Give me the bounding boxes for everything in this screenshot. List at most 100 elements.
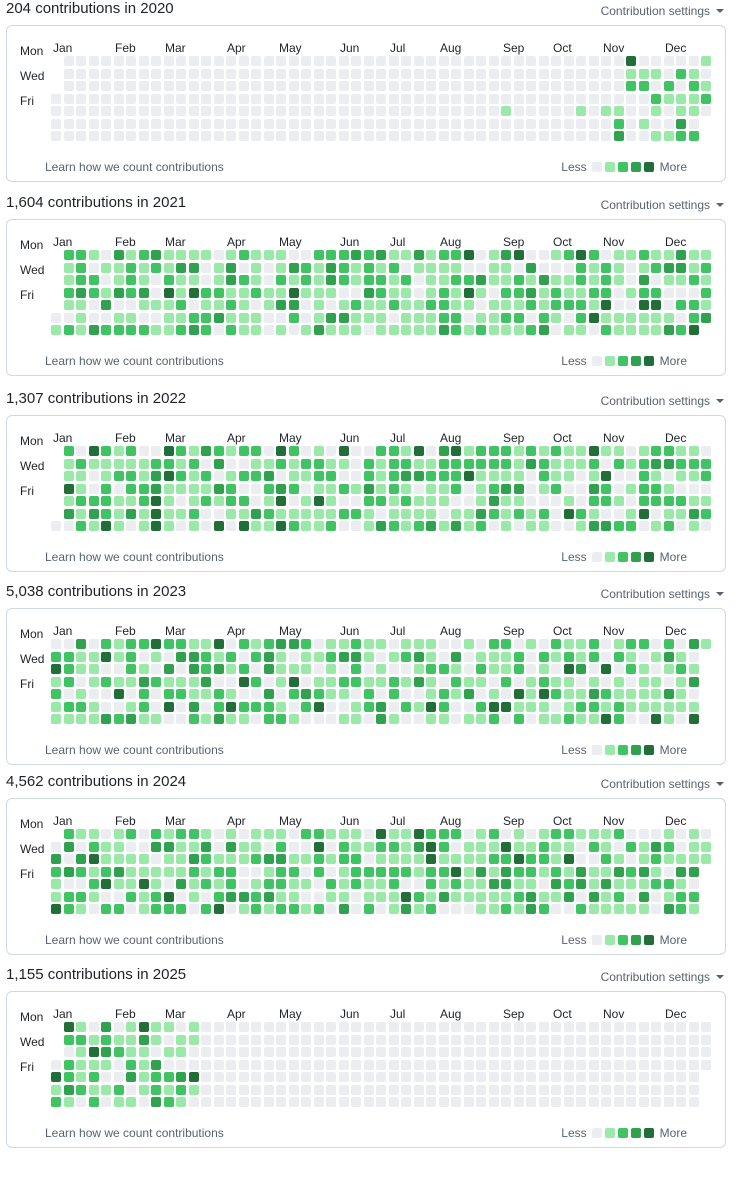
- day-cell[interactable]: [201, 891, 211, 902]
- day-cell[interactable]: [401, 458, 411, 469]
- day-cell[interactable]: [363, 1084, 374, 1095]
- day-cell[interactable]: [688, 891, 699, 902]
- day-cell[interactable]: [363, 508, 374, 519]
- day-cell[interactable]: [326, 866, 336, 877]
- day-cell[interactable]: [688, 508, 699, 519]
- day-cell[interactable]: [601, 701, 611, 712]
- day-cell[interactable]: [576, 841, 586, 852]
- day-cell[interactable]: [88, 81, 99, 91]
- day-cell[interactable]: [526, 1097, 536, 1107]
- day-cell[interactable]: [276, 676, 286, 687]
- day-cell[interactable]: [663, 325, 674, 335]
- day-cell[interactable]: [263, 446, 274, 456]
- day-cell[interactable]: [101, 714, 111, 724]
- day-cell[interactable]: [213, 1084, 224, 1095]
- day-cell[interactable]: [238, 866, 249, 877]
- day-cell[interactable]: [251, 471, 261, 481]
- day-cell[interactable]: [151, 891, 161, 902]
- day-cell[interactable]: [276, 1084, 286, 1095]
- day-cell[interactable]: [163, 651, 174, 662]
- day-cell[interactable]: [638, 471, 649, 481]
- day-cell[interactable]: [263, 639, 274, 649]
- day-cell[interactable]: [638, 879, 649, 889]
- day-cell[interactable]: [213, 651, 224, 662]
- day-cell[interactable]: [88, 325, 99, 335]
- day-cell[interactable]: [276, 1022, 286, 1032]
- day-cell[interactable]: [288, 1072, 299, 1082]
- day-cell[interactable]: [126, 93, 136, 104]
- day-cell[interactable]: [701, 68, 711, 79]
- day-cell[interactable]: [188, 250, 199, 260]
- day-cell[interactable]: [601, 508, 611, 519]
- day-cell[interactable]: [513, 1097, 524, 1107]
- day-cell[interactable]: [76, 1084, 86, 1095]
- day-cell[interactable]: [113, 508, 124, 519]
- day-cell[interactable]: [138, 701, 149, 712]
- day-cell[interactable]: [376, 1047, 386, 1057]
- day-cell[interactable]: [51, 1059, 61, 1070]
- day-cell[interactable]: [626, 854, 636, 864]
- day-cell[interactable]: [51, 866, 61, 877]
- day-cell[interactable]: [388, 131, 399, 141]
- day-cell[interactable]: [251, 312, 261, 323]
- day-cell[interactable]: [301, 879, 311, 889]
- day-cell[interactable]: [601, 664, 611, 674]
- day-cell[interactable]: [376, 471, 386, 481]
- day-cell[interactable]: [638, 446, 649, 456]
- day-cell[interactable]: [613, 68, 624, 79]
- day-cell[interactable]: [538, 521, 549, 531]
- day-cell[interactable]: [513, 68, 524, 79]
- day-cell[interactable]: [288, 521, 299, 531]
- day-cell[interactable]: [263, 250, 274, 260]
- day-cell[interactable]: [351, 56, 361, 66]
- day-cell[interactable]: [376, 1084, 386, 1095]
- day-cell[interactable]: [313, 262, 324, 273]
- day-cell[interactable]: [651, 118, 661, 129]
- day-cell[interactable]: [588, 714, 599, 724]
- day-cell[interactable]: [288, 639, 299, 649]
- day-cell[interactable]: [63, 1084, 74, 1095]
- day-cell[interactable]: [638, 1084, 649, 1095]
- day-cell[interactable]: [226, 287, 236, 298]
- day-cell[interactable]: [563, 1059, 574, 1070]
- day-cell[interactable]: [138, 262, 149, 273]
- day-cell[interactable]: [576, 1047, 586, 1057]
- day-cell[interactable]: [488, 287, 499, 298]
- day-cell[interactable]: [313, 93, 324, 104]
- day-cell[interactable]: [213, 118, 224, 129]
- day-cell[interactable]: [701, 81, 711, 91]
- day-cell[interactable]: [88, 854, 99, 864]
- day-cell[interactable]: [413, 1047, 424, 1057]
- day-cell[interactable]: [126, 714, 136, 724]
- day-cell[interactable]: [176, 1034, 186, 1045]
- day-cell[interactable]: [438, 68, 449, 79]
- day-cell[interactable]: [276, 639, 286, 649]
- day-cell[interactable]: [163, 287, 174, 298]
- day-cell[interactable]: [463, 891, 474, 902]
- day-cell[interactable]: [226, 854, 236, 864]
- day-cell[interactable]: [301, 1059, 311, 1070]
- day-cell[interactable]: [488, 1084, 499, 1095]
- day-cell[interactable]: [601, 312, 611, 323]
- day-cell[interactable]: [88, 1059, 99, 1070]
- day-cell[interactable]: [451, 866, 461, 877]
- day-cell[interactable]: [338, 508, 349, 519]
- day-cell[interactable]: [213, 471, 224, 481]
- day-cell[interactable]: [363, 275, 374, 285]
- day-cell[interactable]: [338, 106, 349, 116]
- day-cell[interactable]: [376, 508, 386, 519]
- day-cell[interactable]: [488, 300, 499, 310]
- day-cell[interactable]: [188, 904, 199, 914]
- day-cell[interactable]: [551, 287, 561, 298]
- day-cell[interactable]: [76, 1072, 86, 1082]
- day-cell[interactable]: [201, 250, 211, 260]
- day-cell[interactable]: [101, 93, 111, 104]
- day-cell[interactable]: [551, 1059, 561, 1070]
- day-cell[interactable]: [451, 1047, 461, 1057]
- day-cell[interactable]: [163, 1059, 174, 1070]
- day-cell[interactable]: [213, 250, 224, 260]
- day-cell[interactable]: [213, 1072, 224, 1082]
- day-cell[interactable]: [626, 312, 636, 323]
- day-cell[interactable]: [263, 689, 274, 699]
- day-cell[interactable]: [51, 118, 61, 129]
